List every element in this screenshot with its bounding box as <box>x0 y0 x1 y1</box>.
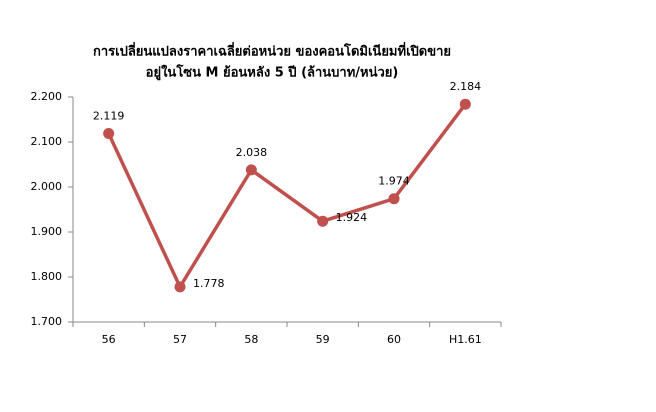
data-label: 1.974 <box>378 175 410 188</box>
y-tick-label: 2.100 <box>31 135 63 148</box>
data-label: 2.184 <box>450 80 482 93</box>
data-label: 2.119 <box>93 109 125 122</box>
point <box>103 127 115 139</box>
x-tick-label: 58 <box>244 333 258 346</box>
y-tick-label: 1.900 <box>31 225 63 238</box>
data-label: 2.038 <box>236 146 268 159</box>
point <box>317 215 329 227</box>
point <box>174 281 186 293</box>
data-label: 1.924 <box>336 211 368 224</box>
point <box>245 164 257 176</box>
y-tick-label: 2.200 <box>31 90 63 103</box>
x-tick-label: 57 <box>173 333 187 346</box>
y-tick-label: 2.000 <box>31 180 63 193</box>
y-tick-label: 1.800 <box>31 270 63 283</box>
line <box>107 103 467 289</box>
x-tick-label: H1.61 <box>449 333 482 346</box>
point <box>388 193 400 205</box>
x-tick-label: 60 <box>387 333 401 346</box>
x-tick-label: 56 <box>102 333 116 346</box>
point <box>459 98 471 110</box>
chart-title: อยู่ในโซน M ย้อนหลัง 5 ปี (ล้านบาท/หน่วย… <box>146 64 399 81</box>
y-tick-label: 1.700 <box>31 315 63 328</box>
data-label: 1.778 <box>193 277 225 290</box>
chart-title: การเปลี่ยนแปลงราคาเฉลี่ยต่อหน่วย ของคอนโ… <box>93 42 451 60</box>
x-tick-label: 59 <box>316 333 330 346</box>
